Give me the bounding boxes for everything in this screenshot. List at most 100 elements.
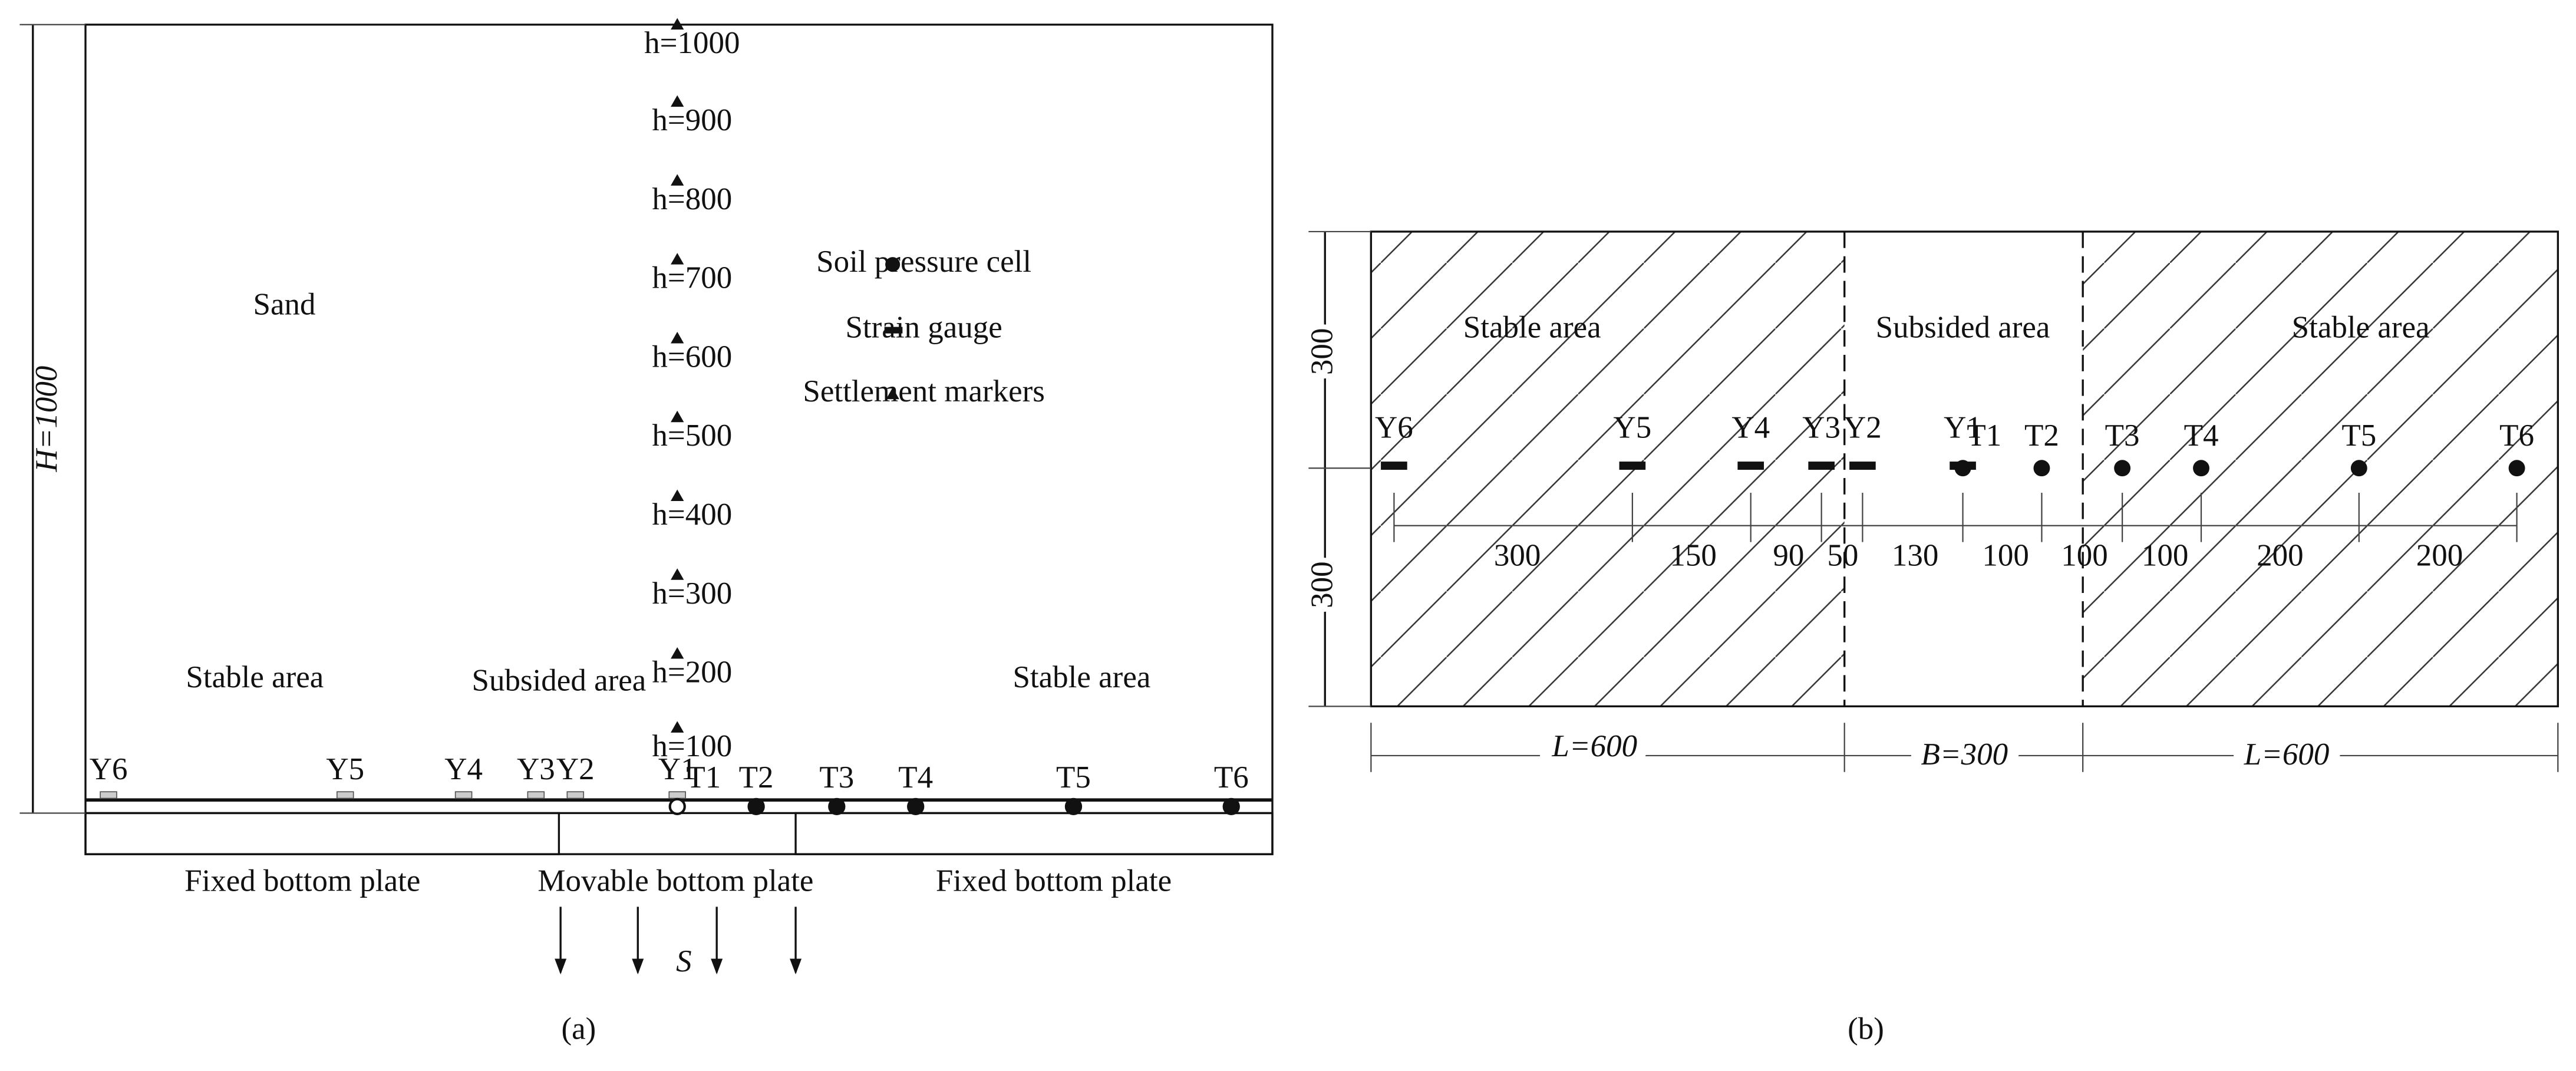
gauge-label: Y2 — [1843, 410, 1882, 444]
spacing-label: 200 — [2257, 539, 2303, 573]
strain-gauge — [1808, 462, 1835, 470]
strain-gauge — [454, 791, 473, 799]
strain-gauge — [527, 791, 545, 799]
pressure-cell — [1064, 798, 1083, 815]
area-label: Stable area — [186, 660, 324, 694]
marker-label: h=700 — [652, 261, 732, 295]
gauge-label: Y5 — [326, 752, 364, 786]
spacing-label: 100 — [2061, 539, 2107, 573]
cell-label: T4 — [898, 760, 933, 795]
legend-label: Strain gauge — [845, 310, 1002, 344]
area-label: Stable area — [2292, 310, 2430, 344]
strain-gauge — [668, 791, 687, 799]
cell-label: T6 — [2499, 418, 2534, 453]
pressure-cell — [747, 798, 765, 815]
settlement-marker — [671, 410, 684, 423]
legend-label: Soil pressure cell — [816, 245, 1031, 279]
area-label: Stable area — [1463, 310, 1601, 344]
pressure-cell — [1954, 460, 1971, 477]
settlement-label: S — [676, 944, 691, 978]
strain-gauge — [1737, 462, 1764, 470]
spacing-label: 90 — [1773, 539, 1804, 573]
cell-label: T1 — [1967, 418, 2001, 453]
marker-label: h=800 — [652, 182, 732, 216]
marker-label: h=600 — [652, 340, 732, 374]
gauge-label: Y1 — [658, 752, 697, 786]
spacing-label: 130 — [1892, 539, 1938, 573]
cell-label: T3 — [2105, 418, 2140, 453]
settlement-marker — [671, 174, 684, 186]
width-label: B=300 — [1921, 737, 2008, 772]
gauge-label: Y4 — [1731, 410, 1770, 444]
settlement-marker — [671, 18, 684, 30]
strain-gauge — [336, 791, 354, 799]
material-label: Sand — [253, 287, 316, 321]
marker-label: h=900 — [652, 103, 732, 137]
spacing-label: 50 — [1827, 539, 1858, 573]
plate-label: Movable bottom plate — [537, 864, 813, 898]
strain-gauge — [1849, 462, 1876, 470]
strain-gauge — [1381, 462, 1407, 470]
gauge-label: Y2 — [556, 752, 595, 786]
marker-label: h=200 — [652, 655, 732, 690]
caption: (a) — [561, 1011, 596, 1046]
pressure-cell — [2033, 460, 2050, 477]
pressure-cell — [907, 798, 925, 815]
cell-label: T5 — [2341, 418, 2376, 453]
panel-a-shapes — [19, 24, 1274, 975]
marker-label: h=500 — [652, 418, 732, 453]
marker-label: h=400 — [652, 497, 732, 532]
pressure-cell — [668, 798, 686, 815]
area-label: Subsided area — [1876, 310, 2050, 344]
spacing-label: 100 — [1982, 539, 2029, 573]
pressure-cell — [2508, 460, 2525, 477]
plate-label: Fixed bottom plate — [184, 864, 420, 898]
strain-gauge — [566, 791, 585, 799]
gauge-label: Y1 — [1944, 410, 1982, 444]
settlement-marker — [671, 489, 684, 501]
gauge-label: Y4 — [444, 752, 483, 786]
pressure-cell — [2350, 460, 2367, 477]
marker-label: h=300 — [652, 576, 732, 611]
caption: (b) — [1848, 1011, 1884, 1046]
settlement-marker — [671, 721, 684, 733]
width-label: L=600 — [2244, 737, 2330, 772]
cell-label: T2 — [739, 760, 774, 795]
settlement-marker — [671, 568, 684, 580]
legend-label: Settlement markers — [803, 374, 1045, 408]
pressure-cell — [2114, 460, 2131, 477]
depth-label: 300 — [1305, 328, 1339, 375]
marker-label: h=1000 — [644, 26, 740, 60]
cell-label: T6 — [1214, 760, 1249, 795]
gauge-label: Y3 — [517, 752, 555, 786]
strain-gauge — [100, 791, 117, 799]
spacing-label: 150 — [1670, 539, 1716, 573]
labels: (a) H=1000 Sand Stable area Subsided area Sta… — [29, 18, 2534, 1046]
cell-label: T1 — [686, 760, 721, 795]
spacing-label: 300 — [1494, 539, 1541, 573]
panel-b-shapes — [1308, 230, 2559, 772]
gauge-label: Y6 — [1375, 410, 1413, 444]
width-label: L=600 — [1551, 729, 1637, 763]
pressure-cell — [2193, 460, 2209, 477]
settlement-marker — [671, 647, 684, 659]
marker-label: h=100 — [652, 729, 732, 763]
cell-label: T3 — [819, 760, 854, 795]
area-label: Subsided area — [472, 663, 647, 697]
pressure-cell — [828, 798, 846, 815]
settlement-marker — [671, 331, 684, 344]
spacing-label: 100 — [2142, 539, 2188, 573]
gauge-label: Y5 — [1613, 410, 1651, 444]
plate-label: Fixed bottom plate — [936, 864, 1172, 898]
cell-label: T2 — [2024, 418, 2059, 453]
gauge-label: Y3 — [1802, 410, 1841, 444]
cell-label: T5 — [1056, 760, 1091, 795]
settlement-marker — [671, 253, 684, 265]
pressure-cell — [1222, 798, 1240, 815]
strain-gauge — [1619, 462, 1646, 470]
spacing-label: 200 — [2416, 539, 2463, 573]
gauge-label: Y6 — [90, 752, 128, 786]
cell-label: T4 — [2184, 418, 2219, 453]
height-label: H=1000 — [29, 366, 64, 473]
